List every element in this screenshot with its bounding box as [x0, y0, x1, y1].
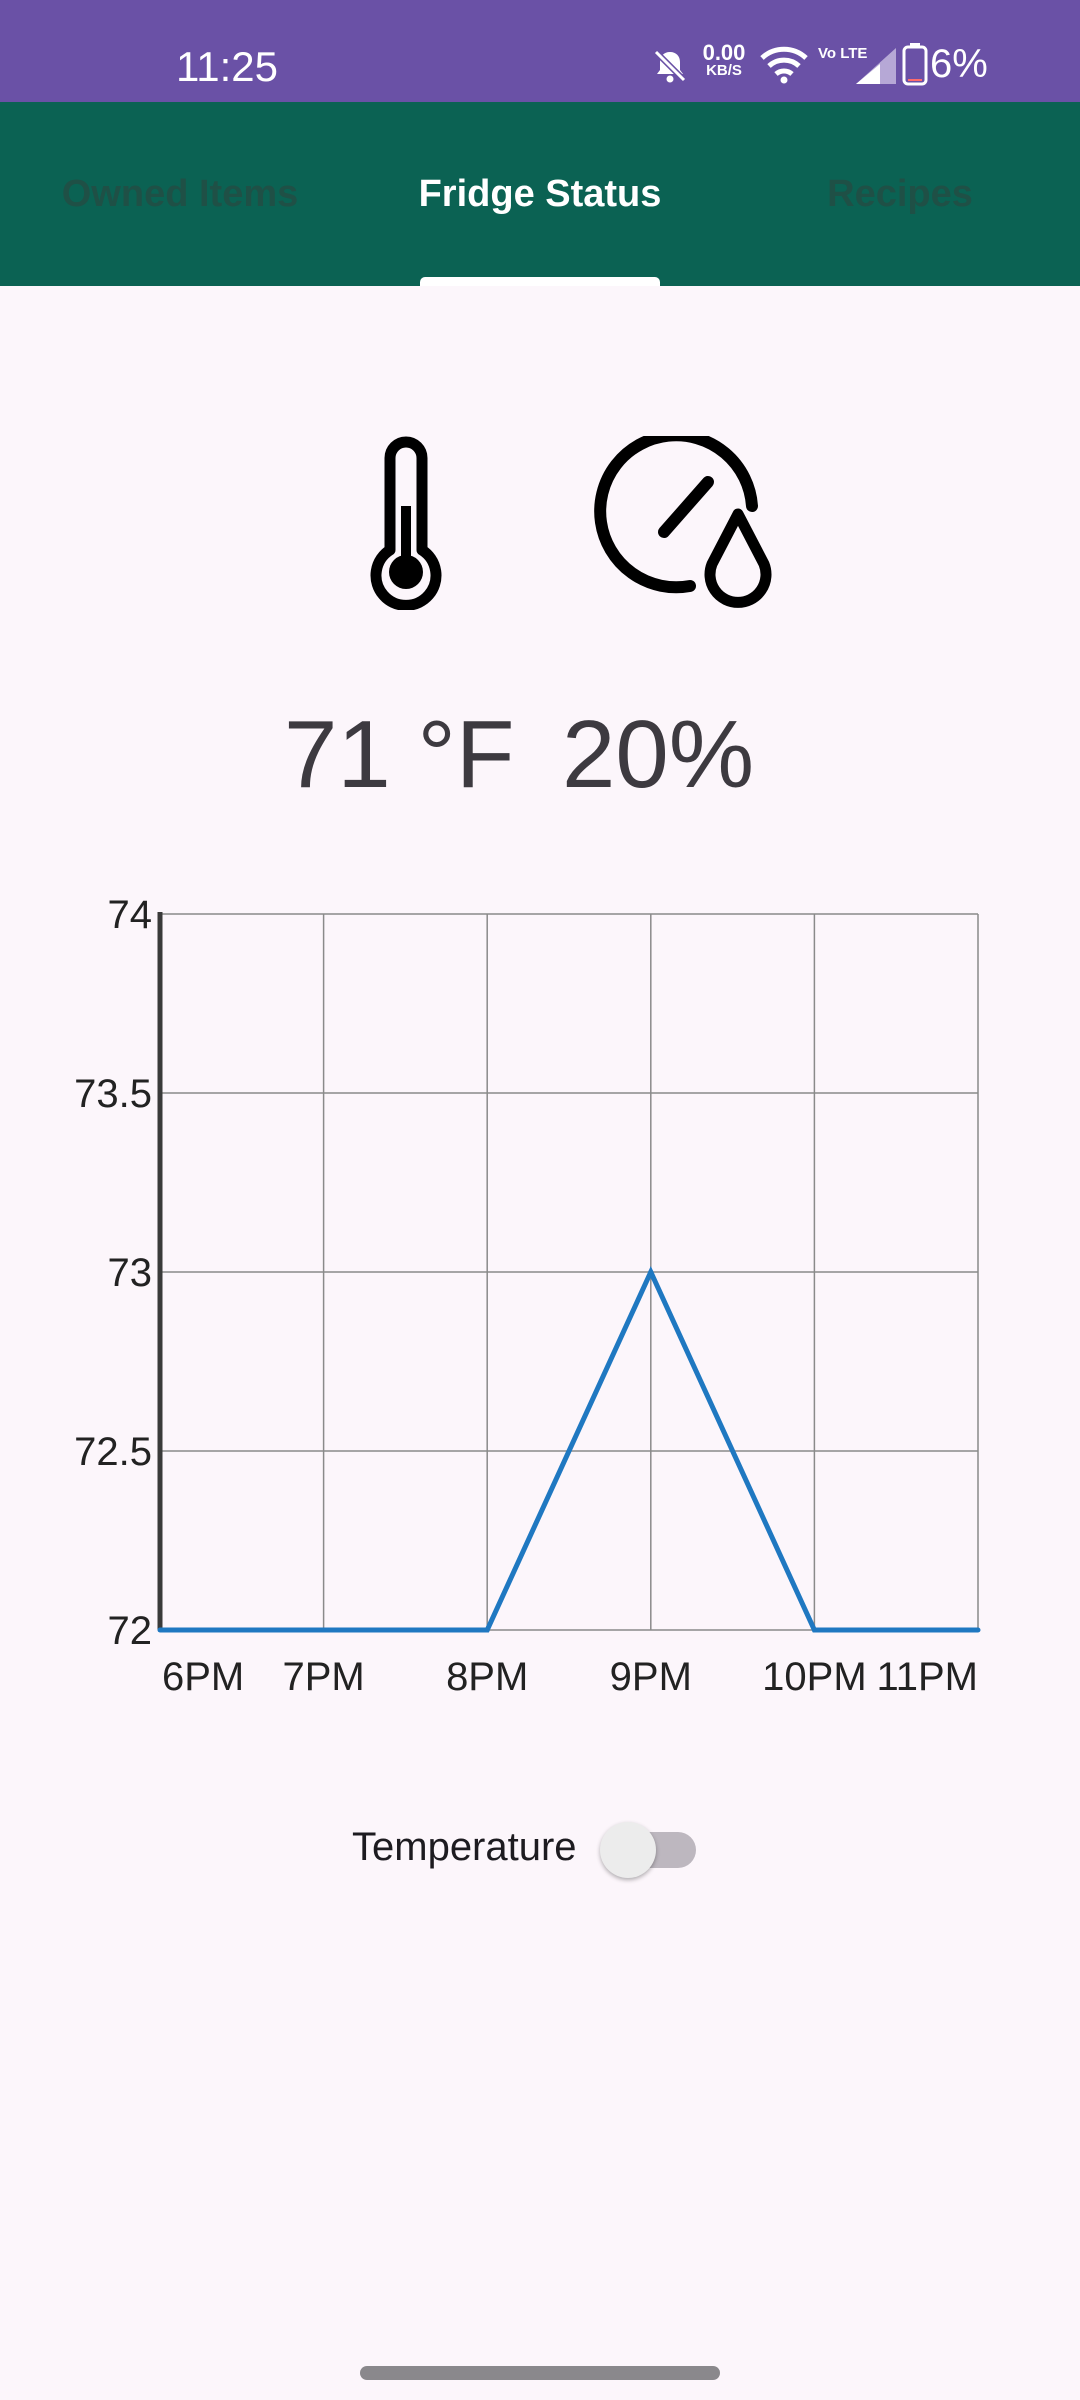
x-tick-label: 6PM [162, 1655, 244, 1699]
status-icons: 0.00 KB/S Vo LTE 6% [640, 34, 1010, 98]
data-point [811, 1627, 817, 1633]
x-tick-label: 10PM [762, 1655, 867, 1699]
network-speed-unit: KB/S [706, 62, 742, 79]
data-point [157, 1627, 163, 1633]
signal-icon [856, 48, 896, 84]
temperature-reading: 71 °F [284, 701, 515, 808]
y-tick-label: 73.5 [74, 1072, 152, 1116]
network-speed: 0.00 KB/S [692, 40, 756, 80]
wifi-icon [760, 46, 808, 84]
temperature-toggle[interactable] [600, 1822, 696, 1878]
tab-recipes[interactable]: Recipes [827, 172, 973, 215]
x-tick-label: 7PM [282, 1655, 364, 1699]
tab-bar: Owned Items Fridge Status Recipes [0, 102, 1080, 286]
y-tick-label: 73 [108, 1251, 153, 1295]
status-bar: 11:25 0.00 KB/S Vo LTE 6% [0, 0, 1080, 102]
thermometer-icon [370, 436, 442, 610]
tab-owned-items[interactable]: Owned Items [61, 172, 299, 215]
x-tick-label: 11PM [876, 1655, 978, 1699]
mute-bell-icon [653, 49, 687, 83]
data-point [648, 1269, 654, 1275]
home-indicator[interactable] [360, 2366, 720, 2380]
toggle-label: Temperature [352, 1825, 577, 1869]
volte-indicator: Vo LTE [818, 45, 868, 62]
battery-percentage: 6% [930, 42, 988, 86]
status-time: 11:25 [176, 43, 278, 90]
toggle-thumb [600, 1822, 656, 1878]
network-speed-value: 0.00 [702, 40, 746, 65]
x-tick-label: 9PM [610, 1655, 692, 1699]
temperature-series-line [160, 1265, 978, 1633]
humidity-reading: 20% [562, 701, 755, 808]
y-tick-label: 72 [108, 1609, 153, 1653]
x-tick-label: 8PM [446, 1655, 528, 1699]
humidity-gauge-icon [594, 436, 772, 608]
battery-icon [902, 43, 928, 86]
data-point [321, 1627, 327, 1633]
y-tick-label: 74 [108, 893, 153, 937]
y-tick-label: 72.5 [74, 1430, 152, 1474]
tab-fridge-status[interactable]: Fridge Status [418, 172, 662, 215]
data-point [484, 1627, 490, 1633]
data-point [975, 1627, 981, 1633]
selected-tab-indicator [420, 277, 660, 286]
